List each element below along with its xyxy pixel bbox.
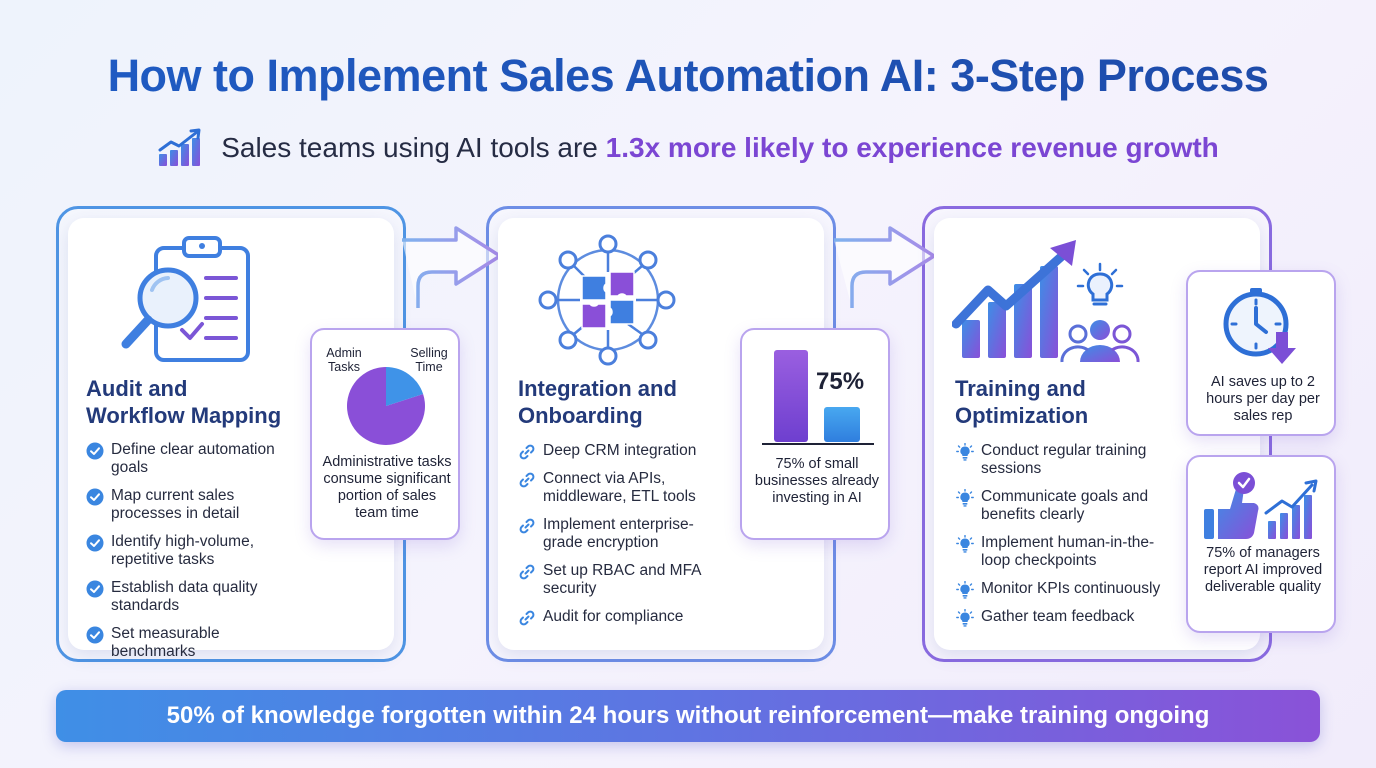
list-item-text: Set measurable benchmarks bbox=[111, 625, 220, 660]
list-item: Audit for compliance bbox=[518, 608, 718, 626]
bottom-banner: 50% of knowledge forgotten within 24 hou… bbox=[56, 690, 1320, 742]
step-2-title-line-2: Onboarding bbox=[518, 403, 643, 428]
link-icon bbox=[518, 517, 536, 535]
list-item-text: Set up RBAC and MFA security bbox=[543, 562, 701, 597]
list-item: Map current sales processes in detail bbox=[86, 487, 301, 523]
subtitle-text: Sales teams using AI tools are 1.3x more… bbox=[221, 132, 1219, 164]
link-icon bbox=[518, 443, 536, 461]
growth-chart-icon bbox=[158, 128, 201, 166]
managers-stat-card: 75% of managers report AI improved deliv… bbox=[1186, 455, 1336, 633]
pie-slice-selling bbox=[386, 367, 424, 406]
step-1-title-line-2: Workflow Mapping bbox=[86, 403, 282, 428]
lightbulb-icon bbox=[956, 443, 974, 461]
list-item: Communicate goals and benefits clearly bbox=[956, 488, 1178, 524]
managers-stat-text: 75% of managers report AI improved deliv… bbox=[1203, 545, 1323, 595]
check-circle-icon bbox=[86, 534, 104, 552]
small-business-bar-chart bbox=[762, 350, 874, 445]
list-item: Implement human-in-the-loop checkpoints bbox=[956, 534, 1178, 570]
bar-tall bbox=[774, 350, 808, 442]
clock-down-arrow-icon bbox=[1223, 288, 1296, 364]
step-2-title-line-1: Integration and bbox=[518, 376, 677, 401]
check-circle-icon bbox=[86, 626, 104, 644]
puzzle-network-icon bbox=[538, 234, 676, 366]
list-item-text: Monitor KPIs continuously bbox=[981, 580, 1161, 597]
list-item-text: Audit for compliance bbox=[543, 608, 684, 625]
step-1-title: Audit and Workflow Mapping bbox=[86, 375, 281, 429]
small-business-percent: 75% bbox=[816, 368, 865, 395]
list-item-text: Implement enterprise-grade encryption bbox=[543, 516, 694, 551]
admin-time-stat-text: Administrative tasks consume significant… bbox=[322, 454, 452, 521]
link-icon bbox=[518, 563, 536, 581]
list-item-text: Define clear automation goals bbox=[111, 441, 275, 476]
list-item: Set measurable benchmarks bbox=[86, 625, 301, 661]
list-item: Implement enterprise-grade encryption bbox=[518, 516, 718, 552]
list-item-text: Connect via APIs, middleware, ETL tools bbox=[543, 470, 696, 505]
link-icon bbox=[518, 471, 536, 489]
step-3-title: Training and Optimization bbox=[955, 375, 1088, 429]
time-saved-stat-text: AI saves up to 2 hours per day per sales… bbox=[1206, 374, 1320, 424]
lightbulb-icon bbox=[956, 535, 974, 553]
lightbulb-icon bbox=[956, 581, 974, 599]
list-item-text: Establish data quality standards bbox=[111, 579, 258, 614]
chart-team-lightbulb-icon bbox=[952, 240, 1140, 363]
check-circle-icon bbox=[86, 488, 104, 506]
pie-label-admin: Admin Tasks bbox=[326, 346, 362, 374]
list-item-text: Deep CRM integration bbox=[543, 442, 697, 459]
subtitle-highlight: 1.3x more likely to experience revenue g… bbox=[605, 132, 1219, 163]
list-item: Monitor KPIs continuously bbox=[956, 580, 1178, 598]
admin-selling-pie-chart bbox=[347, 367, 425, 445]
step-2-title: Integration and Onboarding bbox=[518, 375, 677, 429]
list-item-text: Map current sales processes in detail bbox=[111, 487, 240, 522]
list-item: Define clear automation goals bbox=[86, 441, 301, 477]
page-title: How to Implement Sales Automation AI: 3-… bbox=[0, 50, 1376, 102]
check-circle-icon bbox=[86, 580, 104, 598]
clipboard-magnifier-icon bbox=[121, 236, 250, 362]
list-item-text: Implement human-in-the-loop checkpoints bbox=[981, 534, 1155, 569]
step-2-list: Deep CRM integration Connect via APIs, m… bbox=[518, 442, 718, 636]
arrow-step1-to-step2-icon bbox=[402, 226, 502, 308]
list-item: Establish data quality standards bbox=[86, 579, 301, 615]
time-saved-stat-card: AI saves up to 2 hours per day per sales… bbox=[1186, 270, 1336, 436]
list-item-text: Gather team feedback bbox=[981, 608, 1135, 625]
lightbulb-icon bbox=[956, 489, 974, 507]
list-item: Set up RBAC and MFA security bbox=[518, 562, 718, 598]
list-item: Identify high-volume, repetitive tasks bbox=[86, 533, 301, 569]
lightbulb-icon bbox=[956, 609, 974, 627]
bar-short bbox=[824, 407, 860, 442]
list-item: Conduct regular training sessions bbox=[956, 442, 1178, 478]
step-1-list: Define clear automation goals Map curren… bbox=[86, 441, 301, 671]
arrow-step2-to-step3-icon bbox=[834, 226, 936, 308]
admin-time-stat-card: Admin Tasks Selling Time Administrative … bbox=[310, 328, 460, 540]
step-3-title-line-1: Training and bbox=[955, 376, 1086, 401]
check-circle-icon bbox=[86, 442, 104, 460]
list-item: Gather team feedback bbox=[956, 608, 1178, 626]
pie-label-selling: Selling Time bbox=[410, 346, 448, 374]
small-business-stat-card: 75% 75% of small businesses already inve… bbox=[740, 328, 890, 540]
small-business-stat-text: 75% of small businesses already investin… bbox=[754, 456, 880, 506]
list-item: Deep CRM integration bbox=[518, 442, 718, 460]
step-3-list: Conduct regular training sessions Commun… bbox=[956, 442, 1178, 636]
step-3-title-line-2: Optimization bbox=[955, 403, 1089, 428]
step-1-title-line-1: Audit and bbox=[86, 376, 188, 401]
link-icon bbox=[518, 609, 536, 627]
list-item-text: Conduct regular training sessions bbox=[981, 442, 1147, 477]
subtitle-prefix: Sales teams using AI tools are bbox=[221, 132, 606, 163]
thumbs-up-chart-icon bbox=[1204, 472, 1318, 539]
subtitle: Sales teams using AI tools are 1.3x more… bbox=[0, 128, 1376, 168]
list-item-text: Communicate goals and benefits clearly bbox=[981, 488, 1149, 523]
list-item: Connect via APIs, middleware, ETL tools bbox=[518, 470, 718, 506]
list-item-text: Identify high-volume, repetitive tasks bbox=[111, 533, 255, 568]
